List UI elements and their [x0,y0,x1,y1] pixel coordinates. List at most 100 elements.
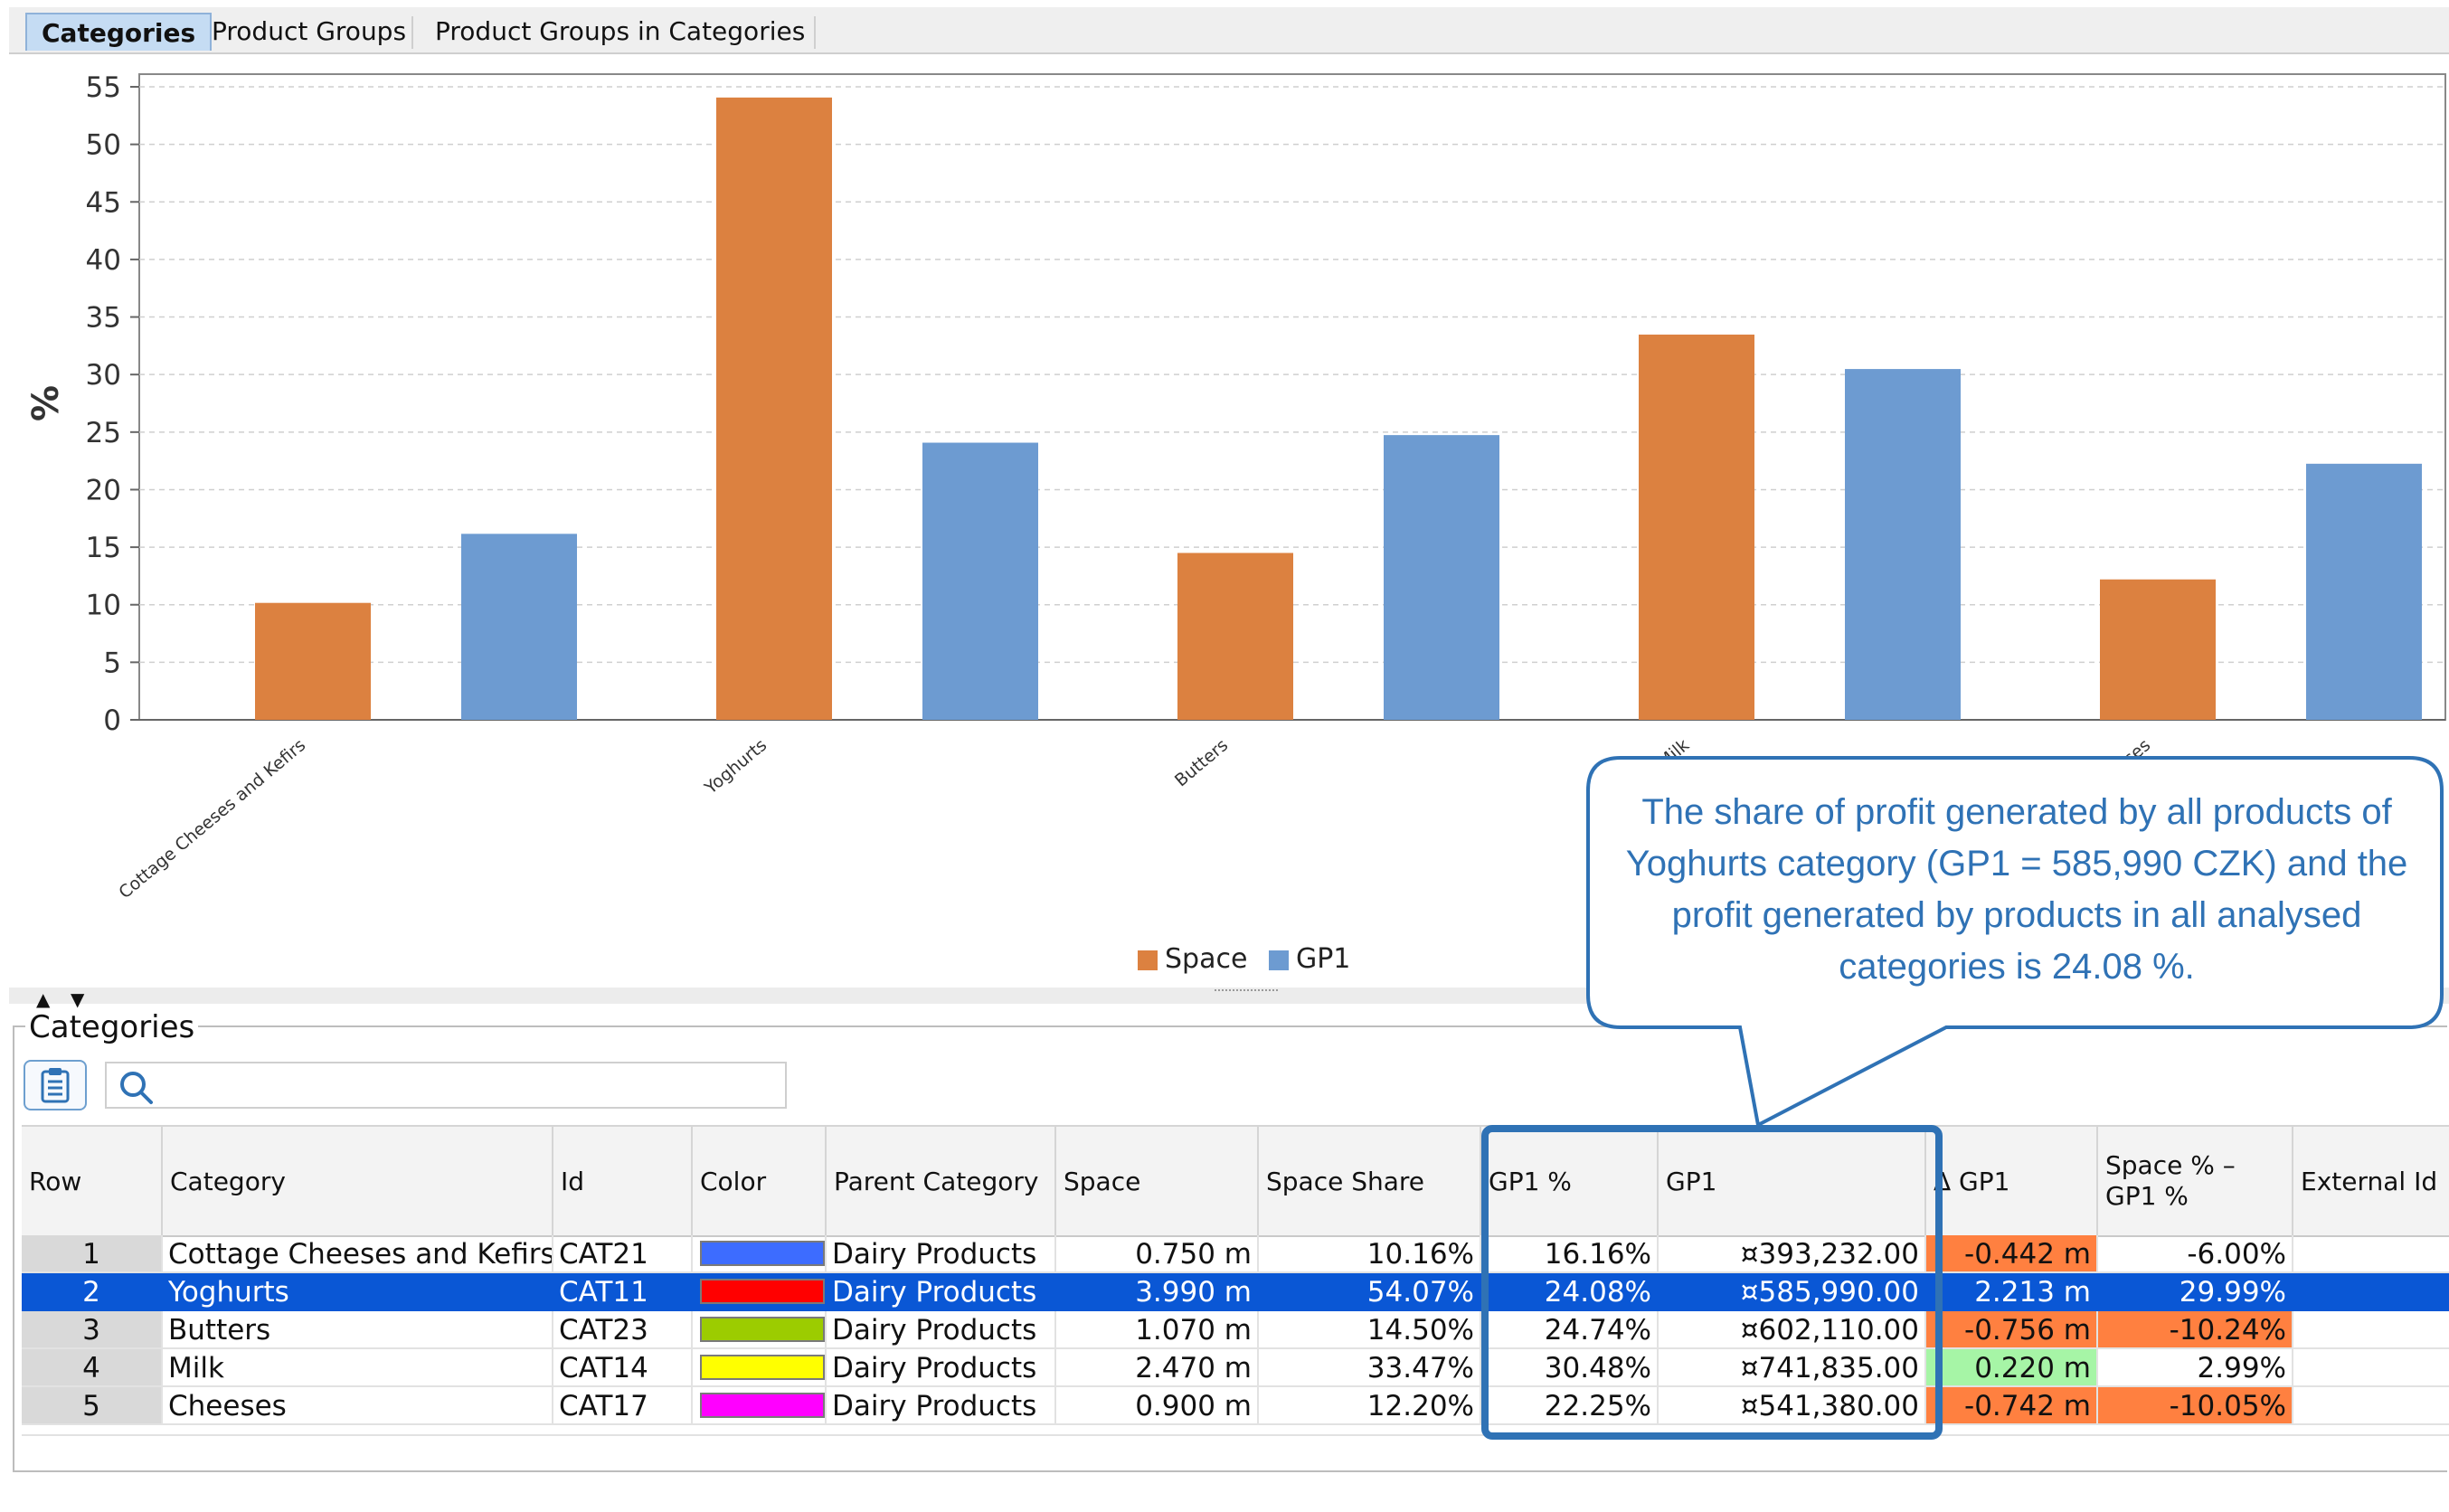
parent-category-cell[interactable]: Dairy Products [827,1387,1056,1425]
x-tick-label: Yoghurts [700,735,771,799]
gp1-cell[interactable]: ¤602,110.00 [1659,1311,1926,1349]
search-field[interactable] [105,1062,787,1109]
space-share-cell[interactable]: 10.16% [1259,1235,1481,1273]
category-cell[interactable]: Milk [163,1349,553,1387]
table-row[interactable]: 2 Yoghurts CAT11 Dairy Products 3.990 m … [22,1273,2449,1311]
delta-gp1-cell[interactable]: 2.213 m [1926,1273,2098,1311]
category-cell[interactable]: Cheeses [163,1387,553,1425]
parent-category-cell[interactable]: Dairy Products [827,1235,1056,1273]
space-cell[interactable]: 0.750 m [1056,1235,1259,1273]
space-minus-gp1-cell[interactable]: -10.05% [2098,1387,2293,1425]
id-cell[interactable]: CAT21 [553,1235,693,1273]
delta-gp1-cell[interactable]: -0.442 m [1926,1235,2098,1273]
tab-categories[interactable]: Categories [25,13,213,51]
clipboard-list-button[interactable] [24,1060,87,1110]
id-cell[interactable]: CAT11 [553,1273,693,1311]
category-cell[interactable]: Cottage Cheeses and Kefirs [163,1235,553,1273]
table-row[interactable]: 5 Cheeses CAT17 Dairy Products 0.900 m 1… [22,1387,2449,1425]
table-row[interactable]: 4 Milk CAT14 Dairy Products 2.470 m 33.4… [22,1349,2449,1387]
y-tick-label: 15 [86,532,121,564]
column-header-row[interactable]: Row [22,1127,163,1235]
gp1-cell[interactable]: ¤393,232.00 [1659,1235,1926,1273]
column-header-parent-category[interactable]: Parent Category [827,1127,1056,1235]
gp1-pct-cell[interactable]: 24.74% [1481,1311,1659,1349]
column-header-id[interactable]: Id [553,1127,693,1235]
color-cell[interactable] [693,1311,827,1349]
id-cell[interactable]: CAT23 [553,1311,693,1349]
row-number: 5 [22,1387,163,1425]
search-input[interactable] [161,1069,771,1103]
column-header-category[interactable]: Category [163,1127,553,1235]
category-cell[interactable]: Butters [163,1311,553,1349]
id-cell[interactable]: CAT14 [553,1349,693,1387]
space-cell[interactable]: 0.900 m [1056,1387,1259,1425]
color-cell[interactable] [693,1235,827,1273]
legend-label-gp1: GP1 [1295,943,1351,975]
color-swatch [700,1393,825,1418]
column-header-gp1[interactable]: GP1 [1659,1127,1926,1235]
external-id-cell[interactable] [2293,1311,2449,1349]
splitter-grip[interactable] [1215,989,1278,997]
gp1-pct-cell[interactable]: 16.16% [1481,1235,1659,1273]
space-share-cell[interactable]: 54.07% [1259,1273,1481,1311]
bar-chart: 0 5 10 15 20 25 30 35 40 45 50 55% Cottage Cheeses a… [25,71,2446,902]
tab-separator [814,16,816,49]
column-header-space-minus-gp1[interactable]: Space % – GP1 % [2098,1127,2293,1235]
parent-category-cell[interactable]: Dairy Products [827,1273,1056,1311]
y-axis-label: % [25,385,67,421]
external-id-cell[interactable] [2293,1387,2449,1425]
space-share-cell[interactable]: 33.47% [1259,1349,1481,1387]
delta-gp1-cell[interactable]: -0.756 m [1926,1311,2098,1349]
color-swatch [700,1355,825,1380]
gp1-cell[interactable]: ¤741,835.00 [1659,1349,1926,1387]
table-row[interactable]: 1 Cottage Cheeses and Kefirs CAT21 Dairy… [22,1235,2449,1273]
external-id-cell[interactable] [2293,1273,2449,1311]
x-tick-label: Cottage Cheeses and Kefirs [115,735,309,902]
y-tick-label: 10 [86,590,121,622]
external-id-cell[interactable] [2293,1349,2449,1387]
collapse-down-icon[interactable]: ▼ [71,988,85,1010]
parent-category-cell[interactable]: Dairy Products [827,1311,1056,1349]
column-header-space-share[interactable]: Space Share [1259,1127,1481,1235]
space-share-cell[interactable]: 14.50% [1259,1311,1481,1349]
callout-text: The share of profit generated by all pro… [1625,792,2408,987]
tab-product-groups[interactable]: Product Groups [212,16,407,46]
delta-gp1-cell[interactable]: -0.742 m [1926,1387,2098,1425]
space-share-cell[interactable]: 12.20% [1259,1387,1481,1425]
external-id-cell[interactable] [2293,1235,2449,1273]
tab-product-groups-in-categories[interactable]: Product Groups in Categories [435,16,806,46]
gp1-pct-cell[interactable]: 30.48% [1481,1349,1659,1387]
gp1-pct-cell[interactable]: 22.25% [1481,1387,1659,1425]
gp1-pct-cell[interactable]: 24.08% [1481,1273,1659,1311]
parent-category-cell[interactable]: Dairy Products [827,1349,1056,1387]
column-header-delta-gp1[interactable]: Δ GP1 [1926,1127,2098,1235]
space-cell[interactable]: 1.070 m [1056,1311,1259,1349]
bar-space-3 [1177,553,1293,720]
space-minus-gp1-cell[interactable]: 2.99% [2098,1349,2293,1387]
gp1-cell[interactable]: ¤541,380.00 [1659,1387,1926,1425]
bar-gp1-2 [922,442,1038,720]
color-cell[interactable] [693,1349,827,1387]
table-row[interactable]: 3 Butters CAT23 Dairy Products 1.070 m 1… [22,1311,2449,1349]
column-header-color[interactable]: Color [693,1127,827,1235]
column-header-gp1-pct[interactable]: GP1 % [1481,1127,1659,1235]
space-cell[interactable]: 2.470 m [1056,1349,1259,1387]
delta-gp1-cell[interactable]: 0.220 m [1926,1349,2098,1387]
legend-swatch-space [1138,950,1158,970]
legend-item-gp1: GP1 [1268,943,1351,975]
expand-up-icon[interactable]: ▲ [36,988,51,1010]
color-cell[interactable] [693,1273,827,1311]
column-header-external-id[interactable]: External Id [2301,1166,2438,1196]
space-minus-gp1-cell[interactable]: -6.00% [2098,1235,2293,1273]
color-cell[interactable] [693,1387,827,1425]
id-cell[interactable]: CAT17 [553,1387,693,1425]
category-cell[interactable]: Yoghurts [163,1273,553,1311]
space-minus-gp1-cell[interactable]: -10.24% [2098,1311,2293,1349]
bar-space-4 [1639,335,1754,720]
gp1-cell[interactable]: ¤585,990.00 [1659,1273,1926,1311]
column-header-space[interactable]: Space [1056,1127,1259,1235]
space-cell[interactable]: 3.990 m [1056,1273,1259,1311]
color-swatch [700,1241,825,1266]
space-minus-gp1-cell[interactable]: 29.99% [2098,1273,2293,1311]
y-tick-label: 5 [103,647,121,679]
